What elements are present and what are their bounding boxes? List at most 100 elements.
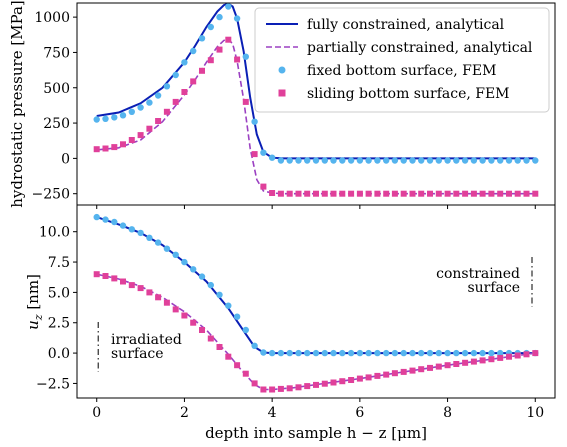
displacement-y-tick-label: 10.0 bbox=[39, 225, 70, 241]
displacement-fixed-bottom-point bbox=[251, 342, 258, 349]
displacement-sliding-bottom-point bbox=[488, 356, 495, 363]
pressure-sliding-bottom-point bbox=[216, 46, 223, 53]
displacement-sliding-bottom-point bbox=[277, 385, 284, 392]
displacement-sliding-bottom-point bbox=[409, 367, 416, 374]
pressure-sliding-bottom-point bbox=[155, 118, 162, 124]
pressure-fixed-bottom-point bbox=[383, 157, 390, 164]
pressure-fixed-bottom-point bbox=[453, 157, 460, 164]
displacement-fixed-bottom-point bbox=[163, 245, 171, 252]
pressure-fixed-bottom-point bbox=[111, 114, 118, 121]
pressure-fixed-bottom-point bbox=[461, 157, 469, 164]
pressure-sliding-bottom-point bbox=[181, 89, 188, 95]
displacement-fixed-bottom-point bbox=[497, 349, 504, 357]
legend-sliding-bottom-swatch bbox=[278, 89, 286, 97]
constrained-annotation-line1: constrained bbox=[436, 266, 520, 282]
displacement-fixed-bottom-point bbox=[225, 302, 232, 309]
displacement-fixed-bottom-point bbox=[137, 229, 144, 237]
displacement-fixed-bottom-point bbox=[286, 349, 293, 357]
pressure-sliding-bottom-point bbox=[356, 190, 363, 197]
pressure-fixed-bottom-point bbox=[251, 118, 258, 125]
pressure-y-axis-label: hydrostatic pressure [MPa] bbox=[8, 0, 26, 208]
pressure-sliding-bottom-point bbox=[444, 190, 451, 197]
displacement-sliding-bottom-point bbox=[383, 371, 390, 378]
displacement-sliding-bottom-point bbox=[330, 379, 337, 386]
displacement-y-axis-label: uz [nm] bbox=[24, 274, 45, 330]
displacement-sliding-bottom-point bbox=[400, 368, 407, 375]
displacement-fixed-bottom-point bbox=[321, 349, 328, 357]
displacement-fixed-bottom-point bbox=[374, 349, 381, 357]
pressure-sliding-bottom-point bbox=[479, 190, 486, 197]
pressure-sliding-bottom-point bbox=[163, 108, 170, 115]
x-axis-label: depth into sample h − z [μm] bbox=[205, 424, 427, 442]
displacement-fixed-bottom-point bbox=[181, 258, 188, 266]
pressure-fixed-bottom-point bbox=[216, 13, 223, 21]
pressure-fixed-bottom-point bbox=[435, 157, 442, 164]
displacement-y-axis-symbol: u bbox=[24, 320, 42, 330]
pressure-sliding-bottom-point bbox=[321, 190, 328, 197]
pressure-fixed-bottom-point bbox=[321, 157, 328, 164]
pressure-sliding-bottom-point bbox=[199, 67, 205, 74]
pressure-fixed-bottom-point bbox=[172, 71, 179, 79]
pressure-sliding-bottom-point bbox=[514, 190, 521, 197]
displacement-sliding-bottom-point bbox=[391, 370, 398, 377]
displacement-fixed-bottom-point bbox=[119, 222, 127, 229]
pressure-fixed-bottom-point bbox=[154, 92, 162, 99]
pressure-y-tick-label: 500 bbox=[43, 81, 70, 97]
displacement-fixed-bottom-point bbox=[312, 349, 320, 357]
pressure-fixed-bottom-point bbox=[479, 157, 486, 164]
pressure-sliding-bottom-point bbox=[128, 137, 135, 143]
displacement-fixed-bottom-point bbox=[365, 349, 372, 357]
displacement-sliding-bottom-point bbox=[435, 363, 442, 370]
pressure-fixed-bottom-point bbox=[505, 157, 513, 164]
pressure-fixed-bottom-point bbox=[277, 157, 285, 164]
displacement-y-axis-subscript: z bbox=[32, 314, 45, 321]
displacement-fixed-bottom-point bbox=[461, 349, 469, 357]
pressure-fixed-bottom-point bbox=[400, 157, 407, 164]
displacement-sliding-bottom-point bbox=[146, 289, 153, 296]
pressure-fixed-bottom-point bbox=[418, 157, 425, 164]
pressure-sliding-bottom-point bbox=[435, 190, 442, 197]
pressure-sliding-bottom-point bbox=[506, 190, 512, 197]
displacement-fixed-bottom-point bbox=[453, 349, 460, 357]
pressure-fixed-bottom-point bbox=[497, 157, 504, 164]
pressure-sliding-bottom-point bbox=[111, 144, 118, 151]
pressure-sliding-bottom-point bbox=[120, 141, 126, 148]
pressure-sliding-bottom-point bbox=[418, 190, 425, 197]
pressure-fixed-bottom-point bbox=[347, 157, 355, 164]
displacement-sliding-bottom-point bbox=[313, 381, 319, 388]
displacement-sliding-bottom-point bbox=[295, 384, 302, 391]
displacement-sliding-bottom-point bbox=[163, 299, 170, 306]
displacement-sliding-bottom-point bbox=[234, 362, 241, 369]
displacement-fixed-bottom-point bbox=[470, 349, 478, 357]
pressure-y-tick-label: 250 bbox=[43, 116, 70, 132]
displacement-panel: 10.07.55.02.50.0−2.5 uz [nm] irradiated … bbox=[24, 204, 556, 402]
displacement-fixed-bottom-point bbox=[277, 349, 285, 357]
pressure-fixed-bottom-point bbox=[93, 116, 100, 123]
displacement-sliding-bottom-point bbox=[225, 353, 232, 360]
pressure-sliding-bottom-point bbox=[330, 190, 337, 197]
irradiated-annotation-line1: irradiated bbox=[111, 332, 182, 348]
displacement-sliding-bottom-point bbox=[321, 380, 328, 387]
pressure-y-tick-label: 750 bbox=[43, 45, 70, 61]
pressure-fixed-bottom-point bbox=[181, 59, 188, 66]
pressure-sliding-bottom-point bbox=[427, 190, 433, 197]
pressure-sliding-bottom-point bbox=[470, 190, 477, 197]
displacement-sliding-bottom-point bbox=[111, 275, 118, 282]
pressure-fixed-bottom-point bbox=[102, 115, 109, 123]
pressure-sliding-bottom-point bbox=[391, 190, 398, 197]
displacement-fixed-bottom-point bbox=[304, 349, 311, 357]
displacement-sliding-bottom-point bbox=[251, 380, 258, 387]
pressure-y-tick-label: 0 bbox=[61, 151, 70, 167]
pressure-fixed-bottom-point bbox=[330, 157, 337, 164]
pressure-fixed-bottom-point bbox=[339, 157, 346, 164]
displacement-sliding-bottom-point bbox=[506, 353, 512, 360]
displacement-y-tick-label: −2.5 bbox=[36, 376, 70, 392]
pressure-fixed-bottom-point bbox=[532, 157, 539, 164]
pressure-fixed-bottom-point bbox=[233, 15, 241, 22]
pressure-fixed-bottom-point bbox=[444, 157, 451, 164]
pressure-fixed-bottom-point bbox=[391, 157, 399, 164]
pressure-sliding-bottom-point bbox=[137, 132, 144, 139]
pressure-fixed-bottom-point bbox=[488, 157, 495, 164]
x-tick-label: 0 bbox=[92, 405, 101, 421]
displacement-sliding-bottom-point bbox=[497, 354, 504, 361]
